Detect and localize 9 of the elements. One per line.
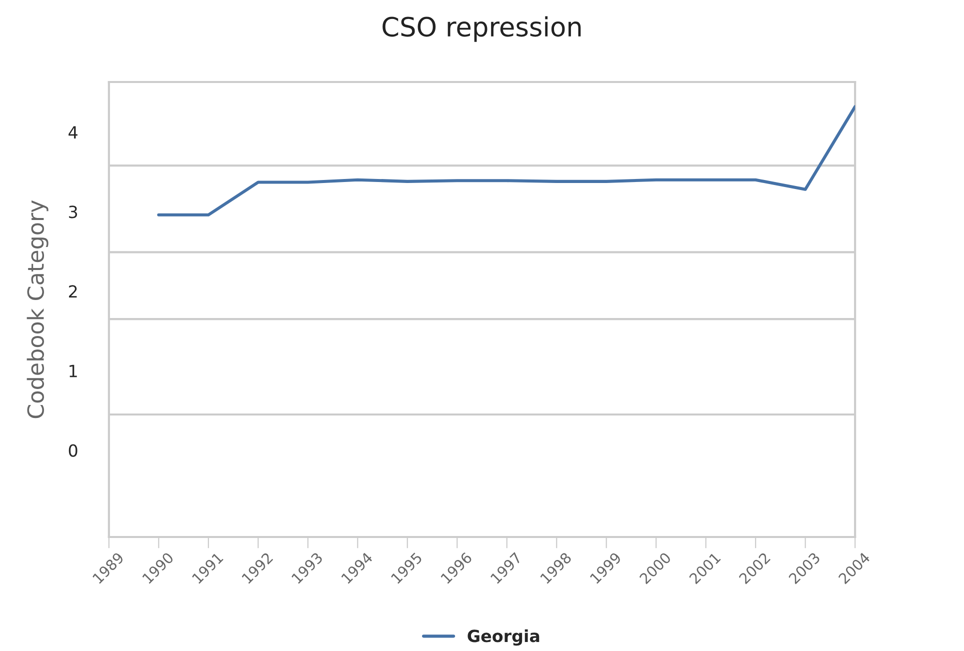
- y-axis-title: Codebook Category: [26, 200, 48, 418]
- y-tick-label: 3: [69, 206, 78, 218]
- y-tick-label: 2: [68, 285, 77, 298]
- legend-label: Georgia: [468, 629, 540, 646]
- y-tick-label: 4: [68, 126, 78, 138]
- y-tick-label: 0: [68, 444, 78, 457]
- line-series: [157, 105, 856, 216]
- chart-title: CSO repression: [382, 16, 581, 42]
- y-tick-label: 1: [70, 364, 77, 378]
